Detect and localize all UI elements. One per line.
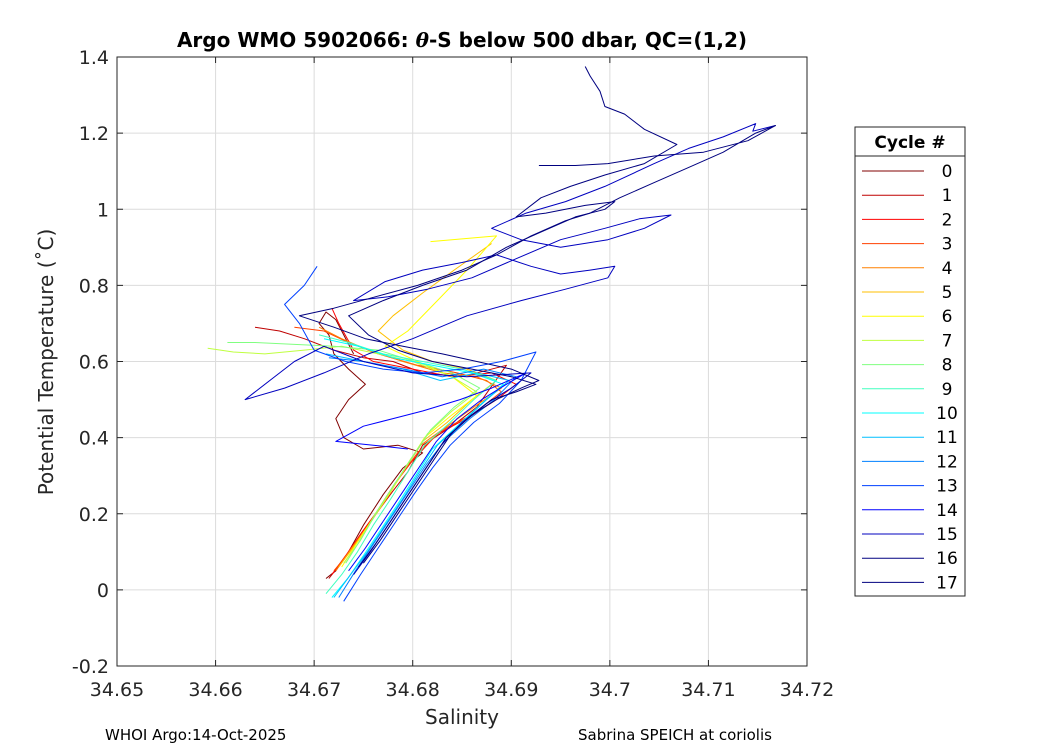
x-tick-label: 34.7 [589, 679, 631, 701]
legend-entry-cycle-3: 3 [862, 235, 952, 255]
legend-entry-cycle-10: 10 [862, 404, 958, 424]
legend-label: 5 [942, 283, 953, 303]
x-tick-label: 34.65 [90, 679, 144, 701]
legend-entry-cycle-13: 13 [862, 477, 958, 497]
x-tick-label: 34.67 [287, 679, 341, 701]
series-line-cycle-17 [298, 125, 776, 564]
series-line-cycle-9 [318, 334, 497, 595]
series-line-cycle-15 [244, 123, 776, 575]
legend-label: 7 [942, 331, 953, 351]
legend-label: 17 [936, 573, 958, 593]
series-line-cycle-12 [328, 357, 517, 598]
legend-label: 10 [936, 404, 958, 424]
legend-label: 2 [942, 210, 953, 230]
legend-entry-cycle-12: 12 [862, 452, 958, 472]
legend-label: 13 [936, 477, 958, 497]
legend-label: 4 [942, 259, 953, 279]
y-tick-label: 1 [97, 199, 109, 221]
legend-label: 1 [942, 186, 953, 206]
x-tick-label: 34.66 [188, 679, 242, 701]
legend-entry-cycle-11: 11 [862, 428, 958, 448]
legend-label: 8 [942, 356, 953, 376]
legend-entry-cycle-7: 7 [862, 331, 952, 351]
footer-right-credit: Sabrina SPEICH at coriolis [578, 726, 772, 744]
legend-entry-cycle-0: 0 [862, 162, 952, 182]
legend-label: 6 [942, 307, 953, 327]
legend-label: 15 [936, 525, 958, 545]
y-tick-label: 0.4 [79, 428, 109, 450]
series-line-cycle-8 [227, 342, 481, 564]
legend-label: 11 [936, 428, 958, 448]
legend-entry-cycle-4: 4 [862, 259, 952, 279]
series-line-cycle-10 [323, 338, 504, 598]
legend-label: 16 [936, 549, 958, 569]
chart-title: Argo WMO 5902066: θ-S below 500 dbar, QC… [177, 28, 747, 52]
x-tick-label: 34.68 [386, 679, 440, 701]
legend-label: 9 [942, 380, 953, 400]
series-line-cycle-0 [318, 311, 424, 579]
legend-label: 0 [942, 162, 953, 182]
x-axis-ticks: 34.65 34.66 34.67 34.68 34.69 34.7 34.71 34.72 [90, 57, 834, 701]
legend-label: 3 [942, 235, 953, 255]
y-tick-label: 0.8 [79, 275, 109, 297]
legend-entry-cycle-17: 17 [862, 573, 958, 593]
legend-title: Cycle # [874, 133, 945, 153]
y-tick-label: 0.6 [79, 352, 109, 374]
legend-entry-cycle-2: 2 [862, 210, 952, 230]
x-axis-label: Salinity [425, 705, 499, 729]
y-tick-label: 1.2 [79, 123, 109, 145]
legend-entry-cycle-5: 5 [862, 283, 952, 303]
series-line-cycle-13 [284, 266, 537, 602]
y-tick-label: 1.4 [79, 47, 109, 69]
series-layer [207, 66, 776, 602]
y-axis-ticks: -0.2 0 0.2 0.4 0.6 0.8 1 1.2 1.4 [72, 47, 807, 678]
legend-entry-cycle-6: 6 [862, 307, 952, 327]
footer-left-credit: WHOI Argo:14-Oct-2025 [105, 726, 287, 744]
x-tick-label: 34.71 [681, 679, 735, 701]
y-tick-label: 0 [97, 580, 109, 602]
legend-entry-cycle-16: 16 [862, 549, 958, 569]
legend-entry-cycle-15: 15 [862, 525, 958, 545]
y-axis-label: Potential Temperature (˚C) [34, 229, 58, 496]
legend-box [854, 126, 966, 597]
legend-label: 14 [936, 501, 958, 521]
legend-entry-cycle-14: 14 [862, 501, 958, 521]
legend-label: 12 [936, 452, 958, 472]
x-tick-label: 34.69 [484, 679, 538, 701]
x-tick-label: 34.72 [780, 679, 834, 701]
y-tick-label: -0.2 [72, 656, 109, 678]
legend-entry-cycle-1: 1 [862, 186, 952, 206]
legend-entry-cycle-9: 9 [862, 380, 952, 400]
legend-entry-cycle-8: 8 [862, 356, 952, 376]
y-tick-label: 0.2 [79, 504, 109, 526]
